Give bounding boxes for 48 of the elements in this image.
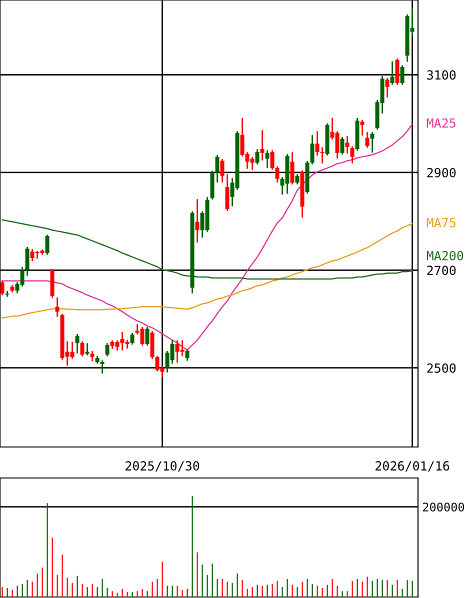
candlestick xyxy=(260,130,264,160)
candlestick xyxy=(265,150,270,168)
candlestick xyxy=(145,327,150,346)
candlestick xyxy=(185,349,190,361)
candlestick xyxy=(225,174,230,211)
x-tick-label: 2026/01/16 xyxy=(376,461,450,472)
x-tick-label: 2025/10/30 xyxy=(126,461,200,472)
y-tick-label: 3100 xyxy=(427,70,456,80)
candlestick xyxy=(75,334,80,354)
candlestick xyxy=(400,65,404,85)
line-series xyxy=(2,219,413,280)
candlestick xyxy=(360,120,364,136)
candlestick xyxy=(340,137,344,155)
y-tick-label: 2900 xyxy=(427,168,456,178)
candlestick xyxy=(80,341,84,356)
candlestick xyxy=(55,297,60,317)
candlestick xyxy=(220,159,224,182)
candlestick xyxy=(275,166,280,182)
candlestick xyxy=(100,360,104,374)
candlestick xyxy=(310,135,314,164)
candlestick xyxy=(395,58,400,85)
candlestick xyxy=(315,131,320,156)
candlestick xyxy=(25,246,30,276)
series-label: MA25 xyxy=(426,118,456,128)
line-series xyxy=(2,223,413,319)
candlestick xyxy=(390,61,394,85)
candlestick xyxy=(345,136,350,154)
series-label: MA200 xyxy=(426,250,464,260)
candlestick xyxy=(255,149,260,164)
y-tick-label: 2500 xyxy=(427,363,456,373)
candlestick xyxy=(350,146,354,164)
candlestick xyxy=(195,199,200,243)
candlestick xyxy=(85,343,90,356)
candlestick xyxy=(45,234,50,255)
y-tick-label: 2700 xyxy=(427,266,456,276)
candlestick xyxy=(365,132,370,148)
candlestick xyxy=(270,150,274,170)
candlestick xyxy=(130,332,134,345)
candlestick xyxy=(5,290,10,297)
series-label: MA75 xyxy=(426,218,456,228)
candlestick xyxy=(320,147,324,164)
y-tick-label: 200000 xyxy=(423,502,464,512)
candlestick xyxy=(290,152,294,184)
candlestick xyxy=(370,132,374,153)
candlestick xyxy=(0,280,4,296)
candlestick xyxy=(215,155,220,182)
candlestick xyxy=(385,78,390,98)
candlestick xyxy=(105,343,110,356)
